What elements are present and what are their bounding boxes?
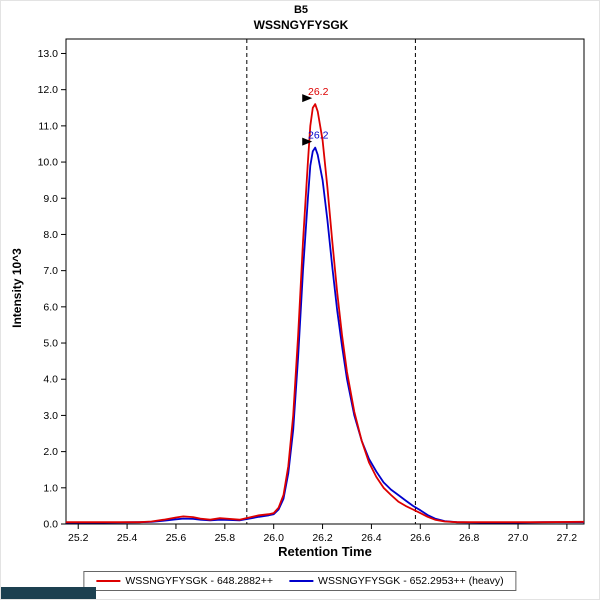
peak-rt-annotation: 26.2	[308, 130, 329, 142]
legend-entry-label: WSSNGYFYSGK - 648.2882++	[125, 575, 274, 587]
x-tick-label: 26.2	[312, 532, 333, 544]
x-tick-label: 27.2	[557, 532, 578, 544]
y-tick-label: 11.0	[38, 120, 58, 132]
peak-pointer-icon	[302, 137, 313, 146]
y-tick-label: 3.0	[43, 410, 58, 422]
y-tick-label: 10.0	[38, 157, 59, 169]
legend: WSSNGYFYSGK - 648.2882++ WSSNGYFYSGK - 65…	[83, 571, 517, 591]
legend-line-swatch-icon	[96, 580, 121, 582]
x-tick-label: 25.2	[68, 532, 89, 544]
y-tick-label: 5.0	[43, 338, 58, 350]
legend-line-swatch-icon	[289, 580, 314, 582]
y-tick-label: 9.0	[43, 193, 58, 205]
series-line	[66, 103, 585, 524]
plot-border	[65, 38, 585, 525]
series-line	[66, 146, 584, 524]
legend-entry: WSSNGYFYSGK - 648.2882++	[96, 575, 273, 587]
chromatogram-plot[interactable]: 25.2 25.4 25.6 25.8 26.0 26.2 26.4 26.6 26.8 27.0…	[1, 1, 600, 563]
y-tick-label: 4.0	[43, 374, 58, 386]
y-tick-label: 7.0	[43, 265, 58, 277]
x-tick-label: 26.6	[410, 532, 431, 544]
y-tick-label: 6.0	[43, 301, 58, 313]
y-tick-label: 13.0	[38, 48, 59, 60]
x-tick-label: 26.8	[459, 532, 480, 544]
x-tick-label: 26.0	[263, 532, 284, 544]
chart-subtitle: WSSNGYFYSGK	[253, 18, 349, 32]
y-axis-label: Intensity 10^3	[10, 248, 24, 328]
y-tick-label: 2.0	[43, 446, 58, 458]
y-tick-label: 12.0	[38, 84, 59, 96]
y-tick-label: 0.0	[43, 519, 58, 531]
x-tick-label: 25.4	[117, 532, 138, 544]
x-tick-label: 27.0	[508, 532, 529, 544]
peak-pointer-icon	[302, 94, 313, 103]
legend-entry: WSSNGYFYSGK - 652.2953++ (heavy)	[289, 575, 504, 587]
legend-entry-label: WSSNGYFYSGK - 652.2953++ (heavy)	[318, 575, 504, 587]
x-tick-label: 25.8	[215, 532, 236, 544]
chart-title: B5	[293, 4, 309, 16]
x-axis-label: Retention Time	[278, 544, 372, 559]
y-tick-label: 8.0	[43, 229, 58, 241]
peak-rt-annotation: 26.2	[308, 86, 329, 98]
x-tick-label: 25.6	[166, 532, 187, 544]
x-tick-label: 26.4	[361, 532, 382, 544]
y-tick-label: 1.0	[43, 482, 58, 494]
status-bar-fragment	[1, 587, 96, 599]
